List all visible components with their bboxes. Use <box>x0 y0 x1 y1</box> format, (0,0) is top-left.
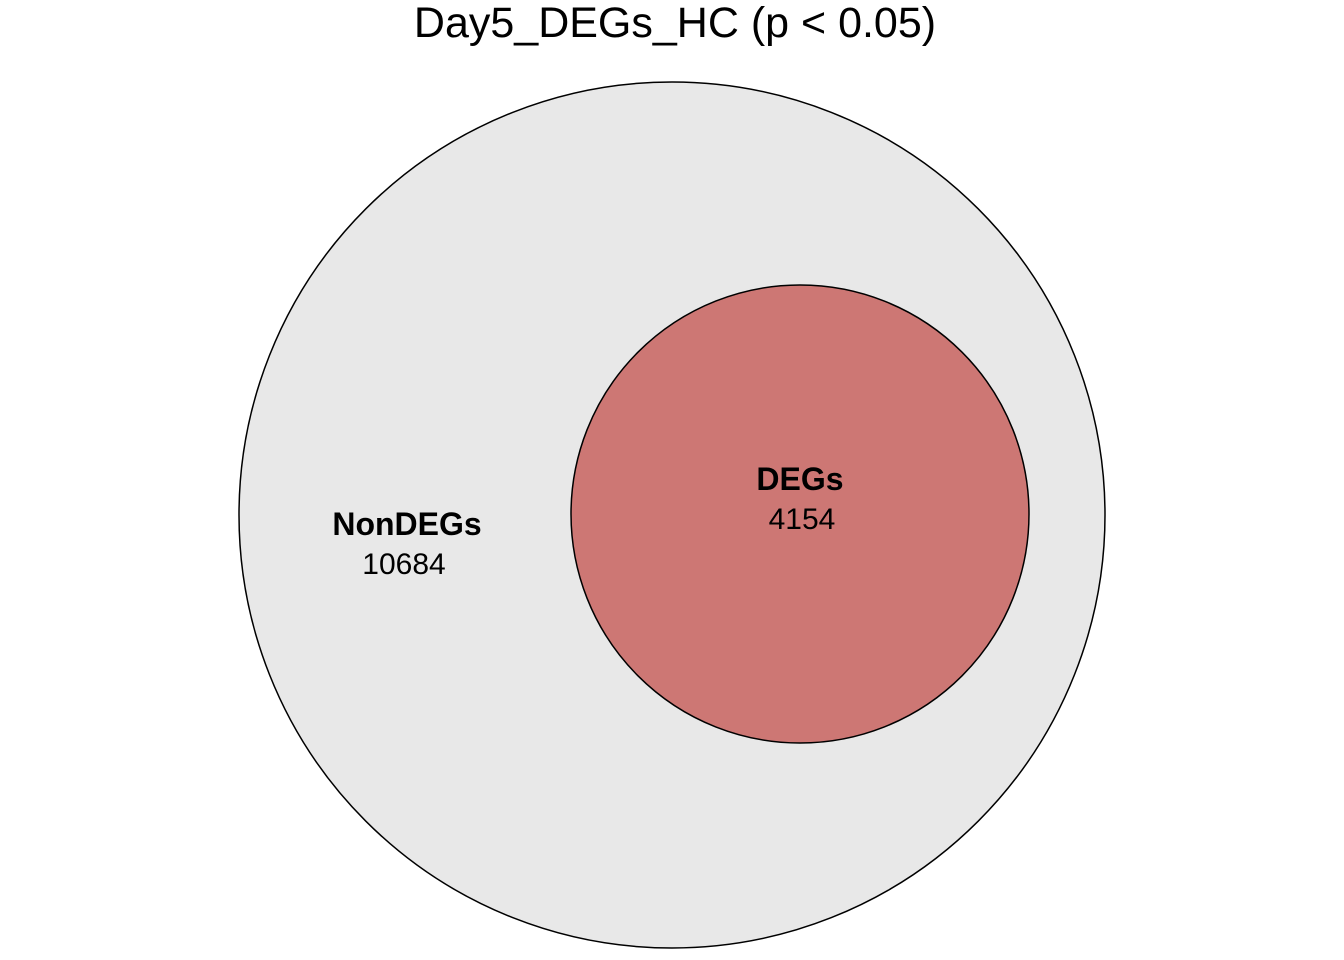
chart-title: Day5_DEGs_HC (p < 0.05) <box>414 0 936 47</box>
degs-set-circle <box>570 284 1030 744</box>
nondegs-set-label: NonDEGs <box>332 506 481 542</box>
degs-set-count: 4154 <box>769 503 836 536</box>
nondegs-set-count: 10684 <box>362 548 445 581</box>
degs-set-label: DEGs <box>756 461 843 497</box>
